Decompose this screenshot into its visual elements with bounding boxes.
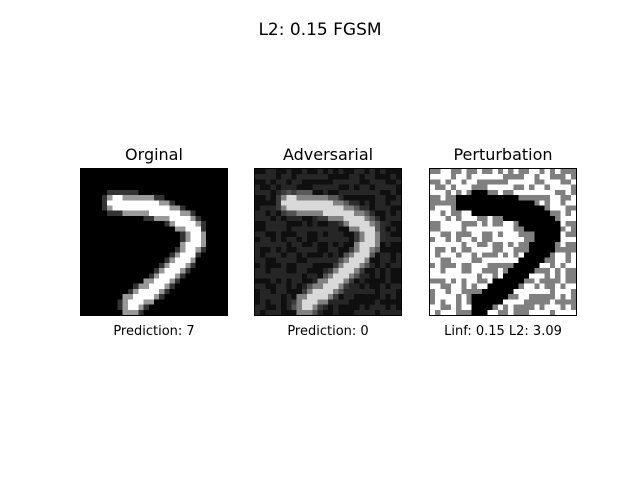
- panel-title-adversarial: Adversarial: [282, 145, 374, 164]
- original-prediction: Prediction: 7: [113, 324, 195, 339]
- perturbation-image: [429, 168, 577, 316]
- original-image: [80, 168, 228, 316]
- panel-title-perturbation: Perturbation: [453, 145, 553, 164]
- panel-adversarial: Adversarial Prediction: 0: [254, 144, 402, 339]
- adversarial-digit-canvas: [255, 169, 401, 315]
- figure-suptitle: L2: 0.15 FGSM: [258, 20, 382, 40]
- adversarial-image: [254, 168, 402, 316]
- adversarial-prediction: Prediction: 0: [287, 324, 369, 339]
- panel-perturbation: Perturbation Linf: 0.15 L2: 3.09: [429, 144, 577, 339]
- perturbation-norms: Linf: 0.15 L2: 3.09: [444, 324, 562, 339]
- perturbation-canvas: [430, 169, 576, 315]
- panel-original: Orginal Prediction: 7: [80, 144, 228, 339]
- panel-title-original: Orginal: [125, 145, 183, 164]
- original-digit-canvas: [81, 169, 227, 315]
